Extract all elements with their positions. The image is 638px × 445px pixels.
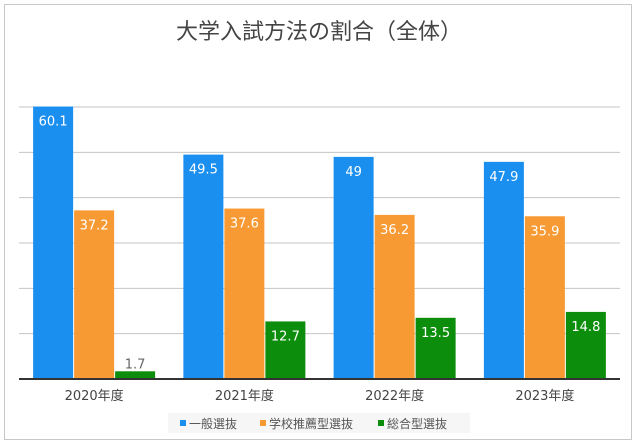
bar — [333, 156, 374, 379]
x-tick-label: 2020年度 — [65, 388, 124, 404]
data-label: 49 — [345, 165, 362, 180]
data-label: 60.1 — [39, 115, 68, 130]
legend-swatch — [260, 420, 266, 426]
data-label: 1.7 — [125, 357, 146, 372]
data-label: 14.8 — [571, 320, 600, 335]
chart-title: 大学入試方法の割合（全体） — [175, 20, 462, 45]
data-label: 13.5 — [421, 326, 450, 341]
bar — [524, 216, 565, 379]
legend-label: 一般選抜 — [189, 416, 237, 431]
data-label: 12.7 — [271, 329, 300, 344]
data-label: 35.9 — [530, 224, 559, 239]
data-label: 36.2 — [380, 223, 409, 238]
bar — [265, 321, 306, 379]
chart-frame — [4, 4, 632, 440]
legend-background — [168, 413, 470, 433]
bar — [115, 371, 156, 379]
data-label: 47.9 — [489, 170, 518, 185]
bar — [483, 161, 524, 379]
legend-swatch — [180, 420, 186, 426]
data-label: 37.2 — [80, 218, 109, 233]
bar — [565, 311, 606, 379]
legend-label: 総合型選抜 — [387, 416, 447, 431]
x-tick-label: 2023年度 — [515, 388, 574, 404]
legend-swatch — [378, 420, 384, 426]
bar — [374, 214, 415, 379]
bar — [224, 208, 265, 379]
x-tick-label: 2021年度 — [215, 388, 274, 404]
x-tick-label: 2022年度 — [365, 388, 424, 404]
legend-label: 学校推薦型選抜 — [269, 416, 353, 431]
bar — [74, 210, 115, 379]
data-label: 49.5 — [189, 163, 218, 178]
data-label: 37.6 — [230, 217, 259, 232]
bar — [33, 106, 74, 380]
bar — [183, 154, 224, 379]
bar — [415, 317, 456, 379]
